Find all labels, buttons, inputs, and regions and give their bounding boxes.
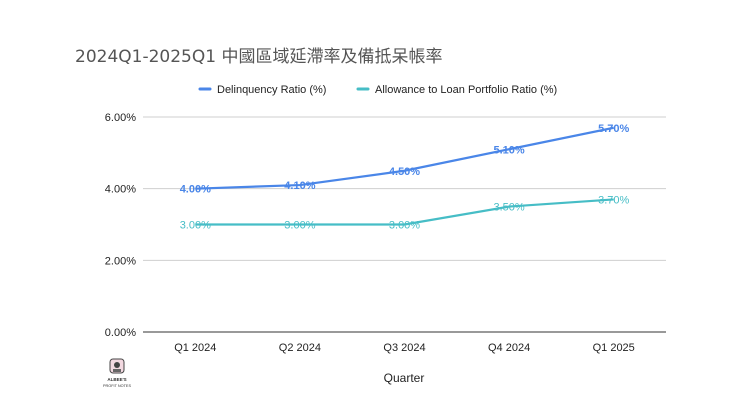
x-tick-label: Q3 2024 <box>383 342 425 354</box>
data-label: 4.10% <box>284 180 315 192</box>
legend-label: Delinquency Ratio (%) <box>217 84 326 96</box>
data-label: 3.00% <box>180 220 211 232</box>
series-line <box>195 126 614 190</box>
watermark-line1: ALBEE'S <box>107 377 126 382</box>
y-axis-ticks: 0.00% 2.00% 4.00% 6.00% <box>105 112 136 339</box>
x-tick-label: Q2 2024 <box>279 342 321 354</box>
data-label: 3.00% <box>389 220 420 232</box>
data-label: 4.00% <box>180 184 211 196</box>
gridlines <box>143 116 666 333</box>
series-line <box>195 198 614 226</box>
mascot-icon <box>109 358 125 374</box>
x-tick-label: Q1 2024 <box>174 342 216 354</box>
x-tick-label: Q1 2025 <box>593 342 635 354</box>
y-tick-label: 0.00% <box>105 327 136 339</box>
data-label: 3.70% <box>598 194 629 206</box>
legend: Delinquency Ratio (%) Allowance to Loan P… <box>198 84 557 96</box>
watermark-line2: PROFIT NOTES <box>103 384 131 388</box>
series-group <box>195 126 614 226</box>
watermark-logo: ALBEE'S PROFIT NOTES <box>103 358 131 388</box>
data-label: 5.10% <box>493 144 524 156</box>
x-axis-title: Quarter <box>384 371 425 385</box>
x-axis-ticks: Q1 2024 Q2 2024 Q3 2024 Q4 2024 Q1 2025 <box>174 342 635 354</box>
data-label: 3.50% <box>493 202 524 214</box>
data-label: 5.70% <box>598 123 629 135</box>
chart-title: 2024Q1-2025Q1 中國區域延滯率及備抵呆帳率 <box>75 47 442 67</box>
x-tick-label: Q4 2024 <box>488 342 530 354</box>
data-labels: 4.00% 4.10% 4.50% 5.10% 5.70% 3.00% 3.00% 3.00%… <box>180 123 630 232</box>
legend-label: Allowance to Loan Portfolio Ratio (%) <box>375 84 557 96</box>
y-tick-label: 6.00% <box>105 112 136 124</box>
y-tick-label: 4.00% <box>105 184 136 196</box>
y-tick-label: 2.00% <box>105 255 136 267</box>
data-label: 4.50% <box>389 166 420 178</box>
data-label: 3.00% <box>284 220 315 232</box>
